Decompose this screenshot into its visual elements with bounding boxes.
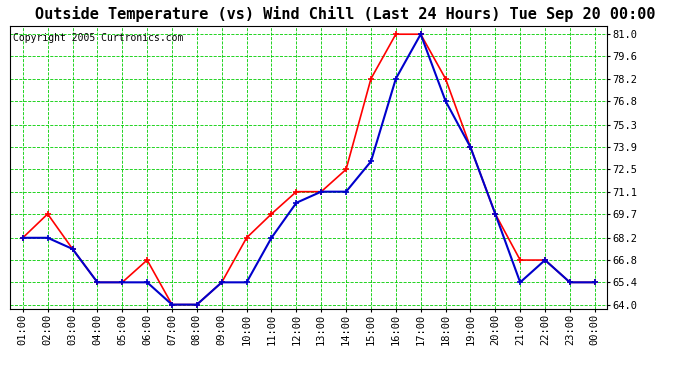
Text: Copyright 2005 Curtronics.com: Copyright 2005 Curtronics.com <box>13 33 184 44</box>
Text: Outside Temperature (vs) Wind Chill (Last 24 Hours) Tue Sep 20 00:00: Outside Temperature (vs) Wind Chill (Las… <box>34 6 655 22</box>
